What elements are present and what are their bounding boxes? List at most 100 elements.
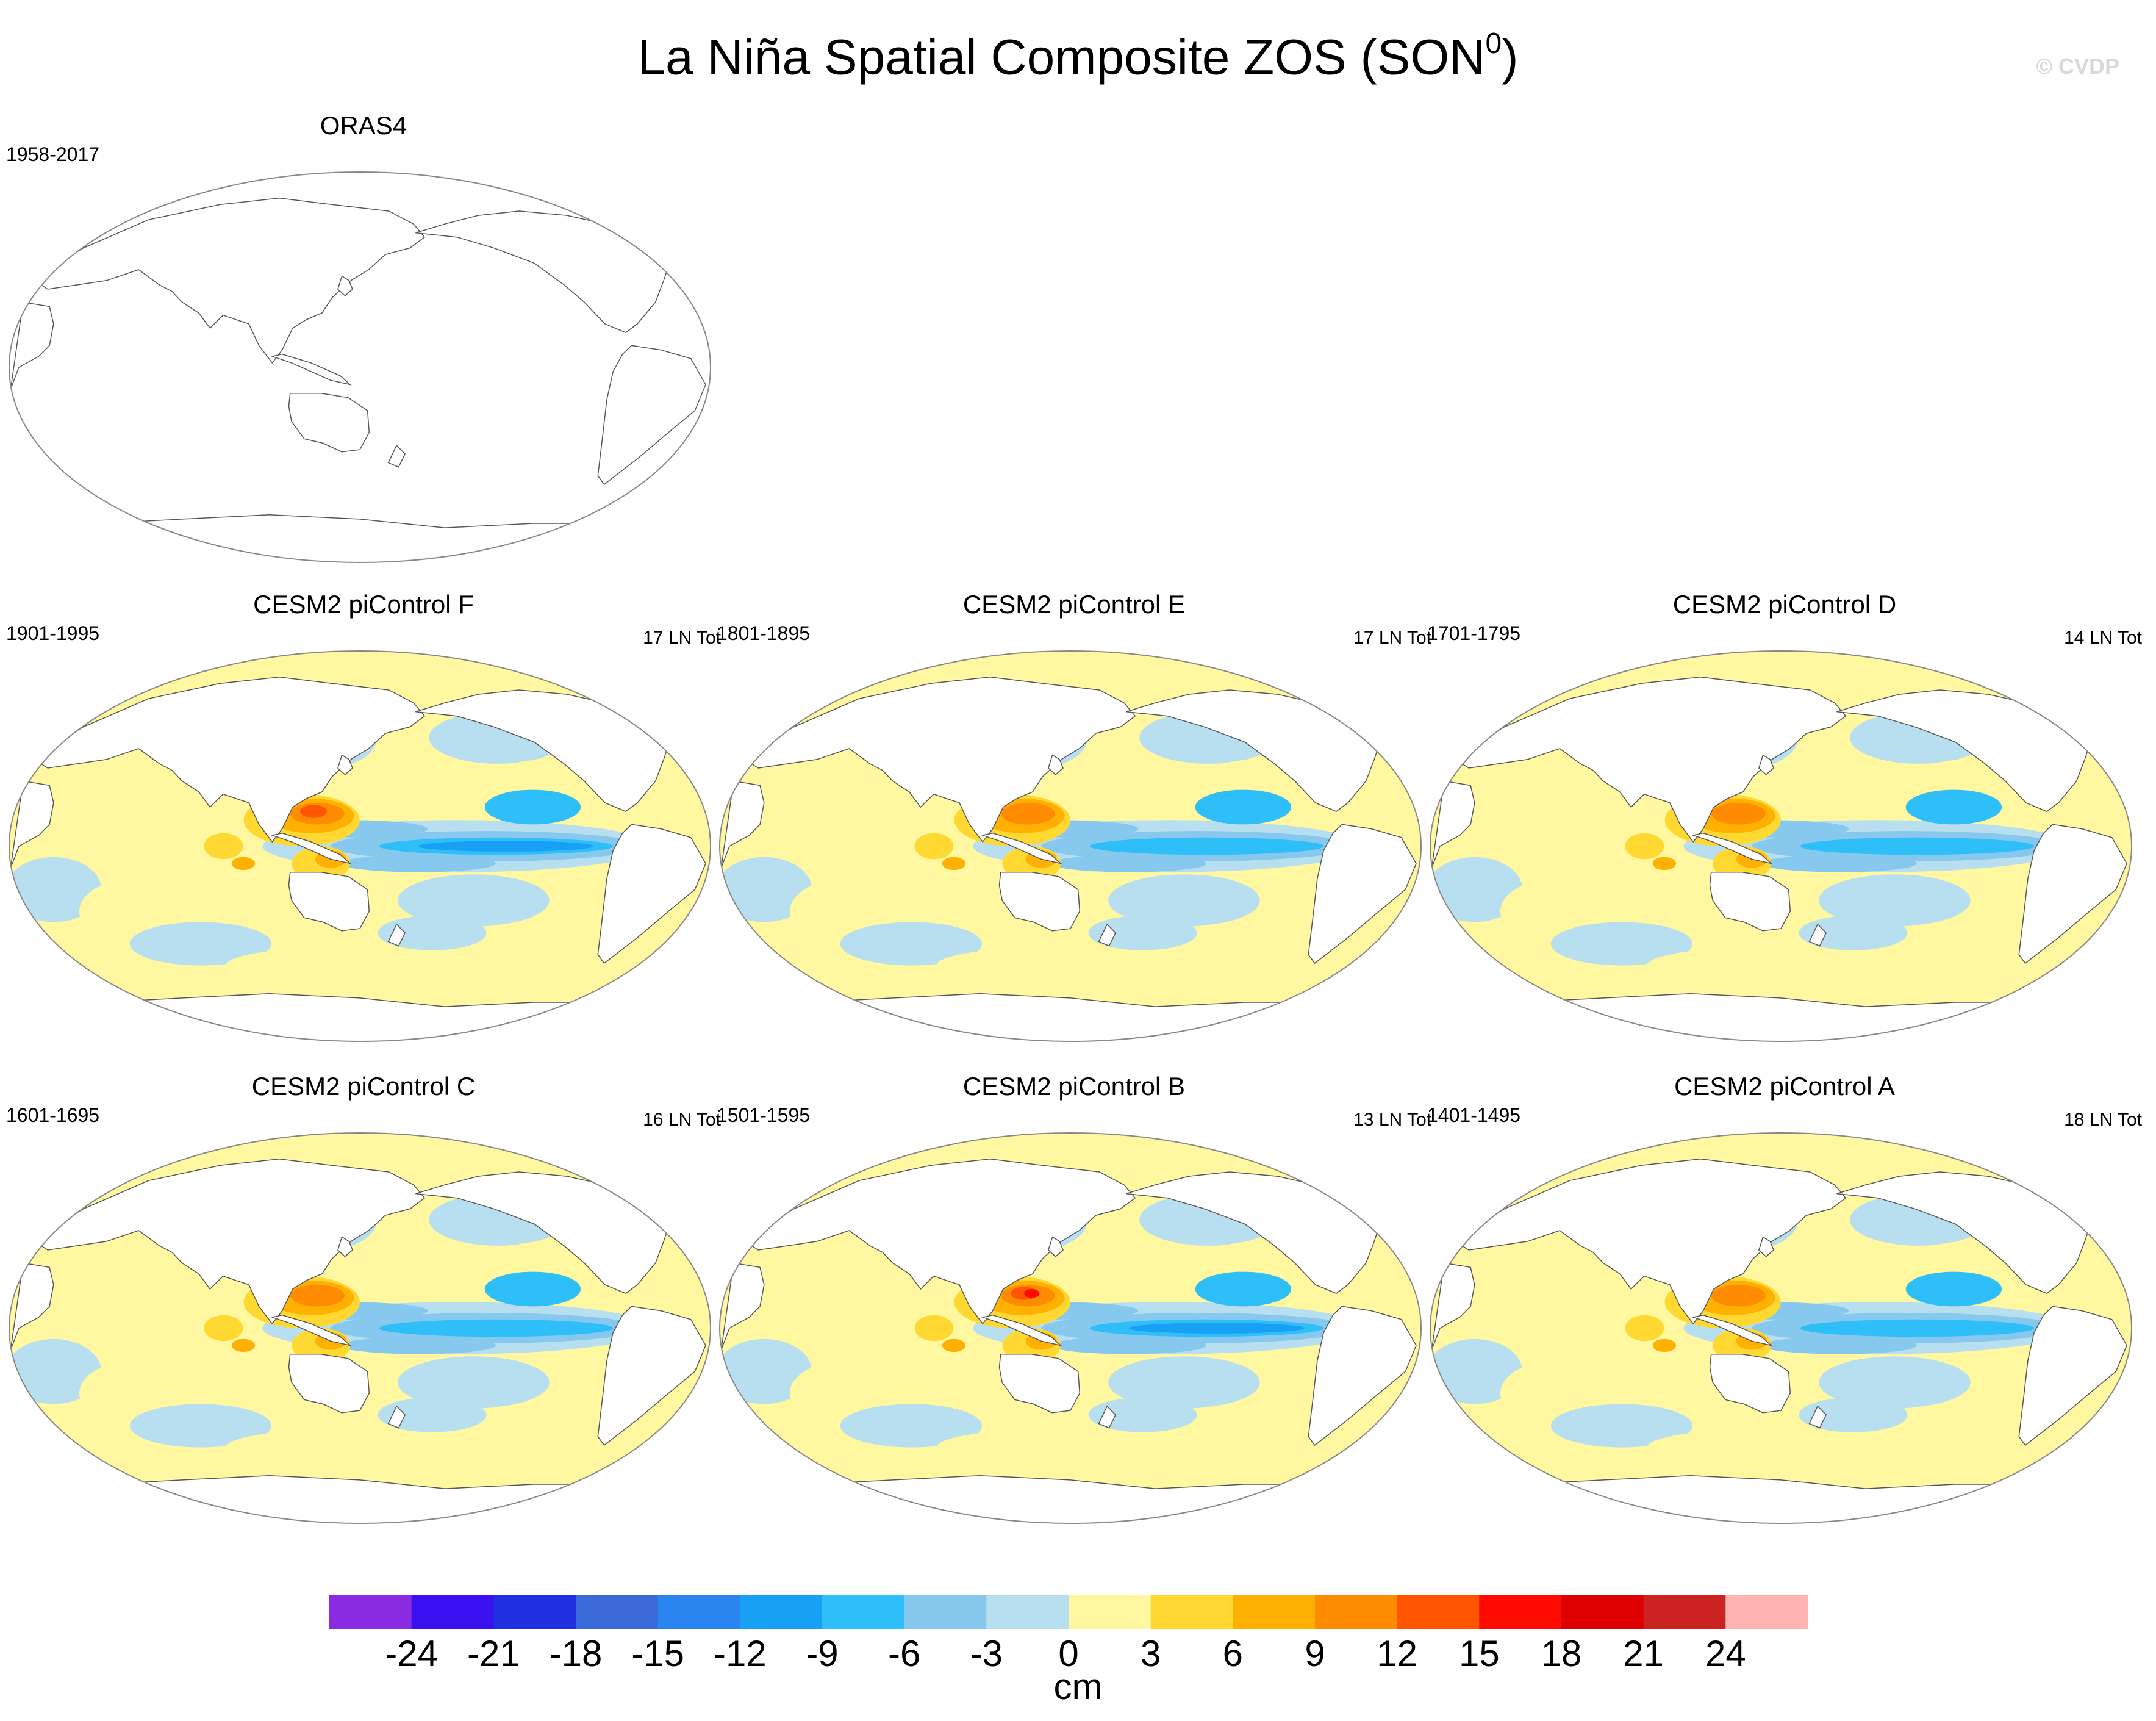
- panel-period: 1501-1595: [717, 1104, 811, 1126]
- panel-period: 1901-1995: [6, 622, 100, 644]
- coastline: [1836, 689, 2090, 812]
- world-map: [719, 650, 1422, 1042]
- panel-count: 17 LN Tot: [643, 628, 721, 648]
- anomaly-contour: [418, 841, 594, 852]
- anomaly-contour: [1625, 1315, 1664, 1342]
- anomaly-contour: [340, 1337, 496, 1354]
- coastline: [1455, 1158, 1847, 1325]
- colorbar-swatch: [1643, 1595, 1726, 1629]
- colorbar-tick-label: 24: [1705, 1633, 1746, 1674]
- anomaly-contour: [1800, 1319, 2035, 1337]
- anomaly-contour: [204, 1315, 243, 1342]
- anomaly-contour: [914, 833, 954, 860]
- coastline: [270, 1314, 352, 1346]
- anomaly-contour: [1430, 1338, 1523, 1404]
- world-map: [1430, 1132, 2132, 1524]
- coastline: [981, 1314, 1062, 1346]
- coastline: [270, 832, 352, 864]
- coastline: [1709, 1353, 1791, 1414]
- panel-period: 1701-1795: [1427, 622, 1521, 644]
- anomaly-contour: [1088, 915, 1197, 950]
- map-panel-oras4: ORAS4 1958-2017: [6, 110, 721, 598]
- anomaly-contour: [1761, 855, 1917, 872]
- panel-count: 14 LN Tot: [2064, 628, 2142, 648]
- coastline: [1808, 923, 1827, 947]
- anomaly-contour: [300, 805, 328, 818]
- map-panel-e: CESM2 piControl E 1801-1895 17 LN Tot: [717, 589, 1431, 1077]
- map-panel-a: CESM2 piControl A 1401-1495 18 LN Tot: [1427, 1071, 2142, 1559]
- world-map: [9, 650, 711, 1042]
- anomaly-contour: [1819, 1356, 1971, 1409]
- map-border: [719, 650, 1422, 1042]
- coastline: [337, 1236, 353, 1257]
- panel-period: 1958-2017: [6, 143, 100, 165]
- panel-title: CESM2 piControl F: [253, 590, 474, 619]
- anomaly-contour: [226, 948, 427, 983]
- coastline: [1431, 780, 1475, 868]
- colorbar-swatch: [493, 1595, 576, 1629]
- colorbar-swatch: [576, 1595, 659, 1629]
- world-map: [1430, 650, 2132, 1042]
- coastline: [1431, 1262, 1475, 1350]
- anomaly-contour: [936, 1430, 1137, 1465]
- anomaly-contour: [840, 1404, 982, 1448]
- coastline: [10, 780, 54, 868]
- coastline: [2018, 824, 2127, 965]
- colorbar-tick-label: -15: [631, 1633, 685, 1674]
- coastline: [998, 871, 1081, 932]
- colorbar-swatch: [822, 1595, 905, 1629]
- anomaly-contour: [398, 874, 550, 927]
- coastline: [1808, 1405, 1827, 1429]
- colorbar-swatch: [1315, 1595, 1398, 1629]
- colorbar: [329, 1595, 1808, 1629]
- panel-period: 1601-1695: [6, 1104, 100, 1126]
- colorbar-tick-label: -6: [887, 1633, 921, 1674]
- anomaly-contour: [484, 1271, 581, 1307]
- panel-title: CESM2 piControl A: [1674, 1072, 1895, 1101]
- coastline: [597, 824, 706, 965]
- anomaly-contour: [340, 855, 496, 872]
- anomaly-contour: [942, 1338, 965, 1353]
- anomaly-contour: [9, 857, 102, 922]
- anomaly-contour: [231, 1338, 255, 1353]
- map-panel-c: CESM2 piControl C 1601-1695 16 LN Tot: [6, 1071, 721, 1559]
- coastline: [415, 1171, 669, 1294]
- colorbar-tick-label: 3: [1140, 1633, 1161, 1674]
- map-panel-d: CESM2 piControl D 1701-1795 14 LN Tot: [1427, 589, 2142, 1077]
- coastline: [1126, 1171, 1380, 1294]
- anomaly-contour: [231, 857, 255, 871]
- coastline: [415, 210, 669, 333]
- anomaly-contour: [1711, 802, 1766, 825]
- anomaly-contour: [1051, 1337, 1206, 1354]
- anomaly-contour: [720, 857, 812, 922]
- coastline: [1758, 754, 1774, 775]
- anomaly-contour: [1108, 874, 1260, 927]
- coastline: [337, 275, 353, 296]
- coastline: [1048, 1236, 1064, 1257]
- colorbar-tick-label: -12: [713, 1633, 767, 1674]
- coastline: [1048, 754, 1064, 775]
- coastline: [415, 689, 669, 812]
- coastline: [288, 392, 370, 453]
- coastline: [2018, 1306, 2127, 1446]
- coastline: [288, 871, 370, 932]
- coastline: [1308, 824, 1417, 965]
- colorbar-tick-label: 18: [1541, 1633, 1582, 1674]
- anomaly-contour: [1167, 1404, 1327, 1448]
- colorbar-units: cm: [1053, 1666, 1103, 1707]
- coastline: [1098, 923, 1117, 947]
- anomaly-contour: [129, 1404, 271, 1448]
- anomaly-contour: [1647, 1430, 1848, 1465]
- anomaly-contour: [379, 1319, 614, 1337]
- anomaly-contour: [1761, 1337, 1917, 1354]
- coastline: [744, 676, 1136, 843]
- panel-count: 17 LN Tot: [1353, 628, 1431, 648]
- coastline: [10, 1262, 54, 1350]
- map-border: [1430, 1132, 2132, 1524]
- anomaly-contour: [378, 1397, 487, 1432]
- anomaly-field: [1430, 1189, 2132, 1465]
- anomaly-contour: [1647, 948, 1848, 983]
- colorbar-swatch: [1069, 1595, 1151, 1629]
- anomaly-contour: [1652, 1338, 1676, 1353]
- anomaly-contour: [1088, 1397, 1197, 1432]
